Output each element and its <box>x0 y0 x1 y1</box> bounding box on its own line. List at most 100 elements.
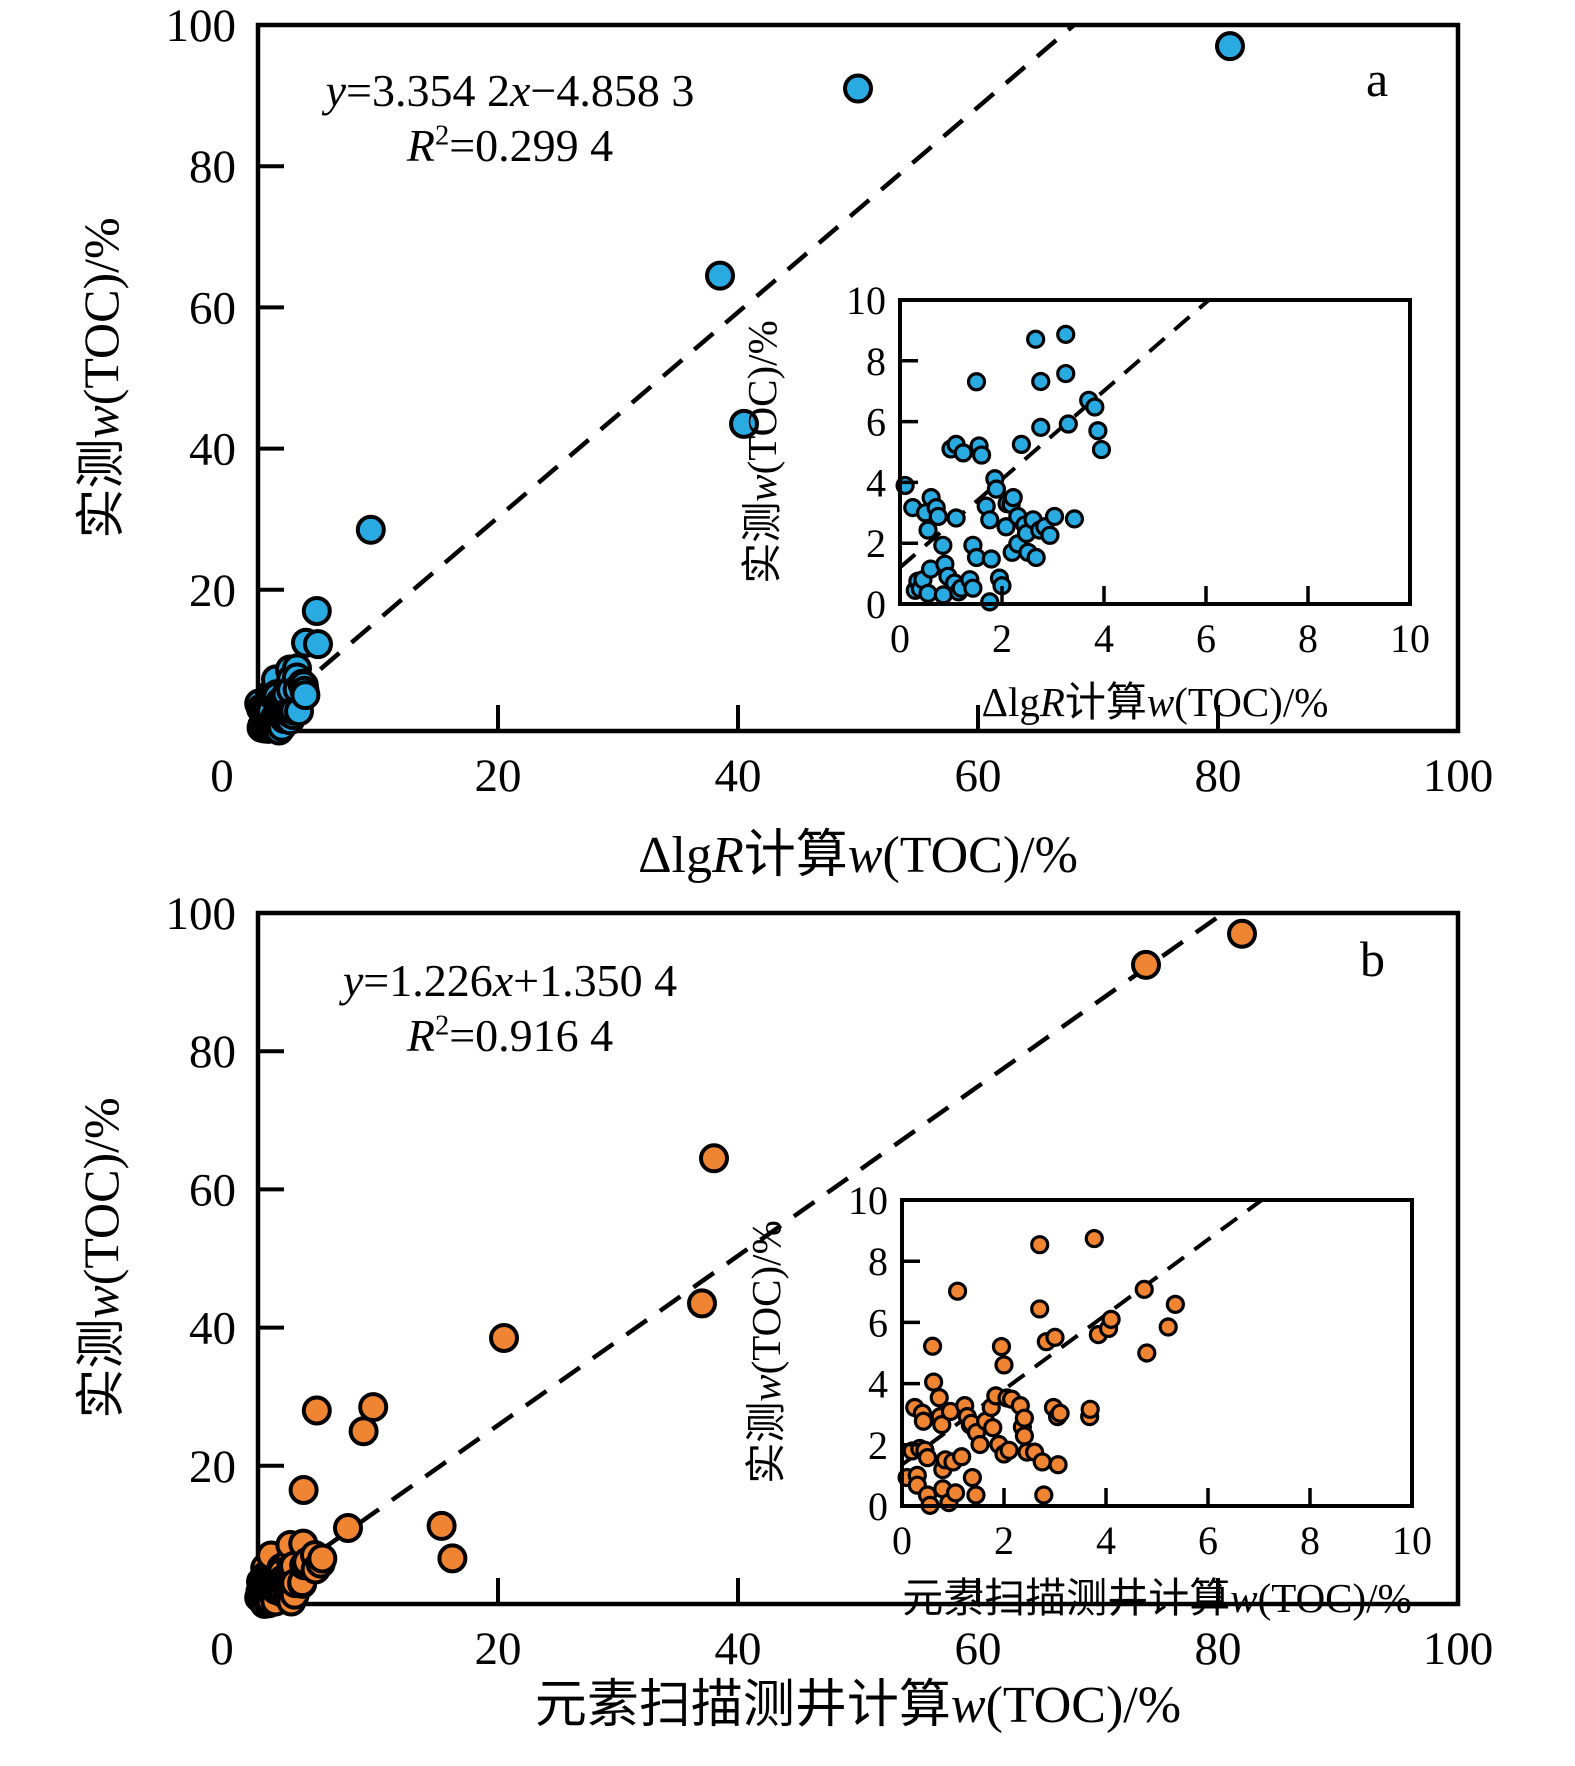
y-tick-label: 40 <box>189 1303 236 1355</box>
x-tick-label: 20 <box>475 1623 522 1675</box>
data-point <box>687 1288 717 1319</box>
inset-data-point <box>924 1372 944 1392</box>
equation-line-b: y=1.226x+1.350 4 <box>342 955 678 1006</box>
inset-data-point <box>1030 1235 1050 1255</box>
inset-data-point <box>963 578 983 598</box>
x-axis-title-a: ΔlgR计算w(TOC)/% <box>638 827 1078 884</box>
data-point <box>699 1143 729 1174</box>
inset-x-axis-title-b: 元素扫描测井计算w(TOC)/% <box>902 1575 1412 1621</box>
equation-panel-a: y=3.354 2x−4.858 3 R2=0.299 4 <box>270 63 750 173</box>
inset-y-tick-label: 2 <box>866 521 886 566</box>
inset-x-tick-label: 0 <box>890 616 910 661</box>
trend-line-dashed <box>256 23 1076 725</box>
inset-data-point <box>917 1448 938 1468</box>
inset-data-point <box>1026 329 1046 349</box>
x-tick-label: 40 <box>715 750 762 802</box>
inset-data-point <box>953 443 973 463</box>
x-tick-label: 100 <box>1423 1623 1494 1675</box>
inset-data-point <box>1014 1426 1035 1446</box>
data-point <box>1215 31 1245 62</box>
y-tick-label: 40 <box>189 424 236 476</box>
x-tick-label: 80 <box>1195 1623 1242 1675</box>
inset-data-point <box>1031 417 1051 437</box>
inset-data-point <box>1134 1279 1154 1299</box>
inset-x-tick-label: 10 <box>1392 1518 1432 1563</box>
r-squared-line-a: R2=0.299 4 <box>406 120 614 171</box>
inset-data-point <box>986 479 1006 499</box>
y-tick-label: 100 <box>166 888 237 940</box>
inset-y-tick-label: 10 <box>848 1178 888 1223</box>
inset-data-point <box>928 506 948 527</box>
inset-data-point <box>1048 1455 1068 1475</box>
data-point <box>1131 949 1161 980</box>
inset-data-point <box>962 1467 982 1488</box>
inset-data-point <box>918 583 938 603</box>
y-axis-title-a: 实测w(TOC)/% <box>73 217 129 539</box>
y-tick-label: 80 <box>189 1026 236 1078</box>
inset-x-tick-label: 2 <box>992 616 1012 661</box>
x-tick-label: 60 <box>955 750 1002 802</box>
inset-y-tick-label: 6 <box>866 400 886 445</box>
inset-data-point <box>991 1336 1012 1357</box>
trend-line-dashed <box>256 911 1225 1597</box>
inset-data-point <box>922 1336 943 1356</box>
inset-data-point <box>1101 1309 1121 1329</box>
data-point <box>307 1543 338 1574</box>
y-tick-label: 80 <box>189 141 236 193</box>
inset-data-point <box>1158 1317 1178 1337</box>
x-tick-label: 0 <box>210 750 234 802</box>
inset-data-point <box>1003 488 1023 508</box>
inset-data-point <box>1040 525 1060 545</box>
inset-data-point <box>1137 1343 1157 1363</box>
inset-data-point <box>913 1411 934 1431</box>
data-point <box>437 1543 468 1574</box>
inset-data-point <box>983 1418 1003 1438</box>
inset-y-tick-label: 4 <box>868 1362 888 1407</box>
inset-data-point <box>980 592 1000 612</box>
inset-x-tick-label: 6 <box>1196 616 1216 661</box>
inset-data-point <box>946 508 966 528</box>
x-tick-label: 20 <box>475 750 522 802</box>
y-axis-title-b: 实测w(TOC)/% <box>73 1097 129 1419</box>
inset-background <box>899 1197 1415 1509</box>
data-point <box>705 260 735 291</box>
y-tick-label: 60 <box>189 282 236 334</box>
inset-y-tick-label: 2 <box>868 1423 888 1468</box>
inset-data-point <box>971 445 992 465</box>
inset-data-point <box>1085 397 1105 417</box>
data-point <box>1227 918 1257 949</box>
data-point <box>489 1322 519 1353</box>
inset-data-point <box>1165 1294 1185 1314</box>
inset-x-tick-label: 4 <box>1096 1518 1116 1563</box>
inset-data-point <box>1034 1485 1054 1505</box>
inset-y-tick-label: 8 <box>868 1239 888 1284</box>
data-point <box>301 1395 332 1426</box>
equation-line-a: y=3.354 2x−4.858 3 <box>325 65 695 116</box>
y-tick-label: 60 <box>189 1164 236 1216</box>
inset-x-tick-label: 8 <box>1300 1518 1320 1563</box>
inset-data-point <box>1056 363 1076 384</box>
inset-data-point <box>932 1415 952 1435</box>
inset-data-point <box>1014 1408 1035 1428</box>
x-tick-label: 100 <box>1423 750 1494 802</box>
inset-y-tick-label: 4 <box>866 460 886 505</box>
inset-frame <box>898 298 1412 606</box>
inset-data-point <box>1091 439 1112 460</box>
data-point <box>358 1392 389 1423</box>
inset-data-point <box>994 1355 1014 1375</box>
inset-data-point <box>933 535 953 555</box>
y-tick-label: 20 <box>189 1441 236 1493</box>
inset-x-tick-label: 6 <box>1198 1518 1218 1563</box>
inset-data-point <box>952 1447 972 1467</box>
panel-letter-b: b <box>1360 931 1385 987</box>
inset-data-point <box>1080 1399 1100 1419</box>
inset-data-point <box>1026 547 1046 568</box>
inset-data-point <box>1031 371 1051 392</box>
plot-frame <box>255 910 1461 1607</box>
inset-data-point <box>966 372 987 392</box>
data-point <box>843 73 873 104</box>
data-point <box>426 1510 457 1541</box>
inset-y-tick-label: 0 <box>868 1484 888 1529</box>
inset-data-point <box>1050 1403 1070 1423</box>
